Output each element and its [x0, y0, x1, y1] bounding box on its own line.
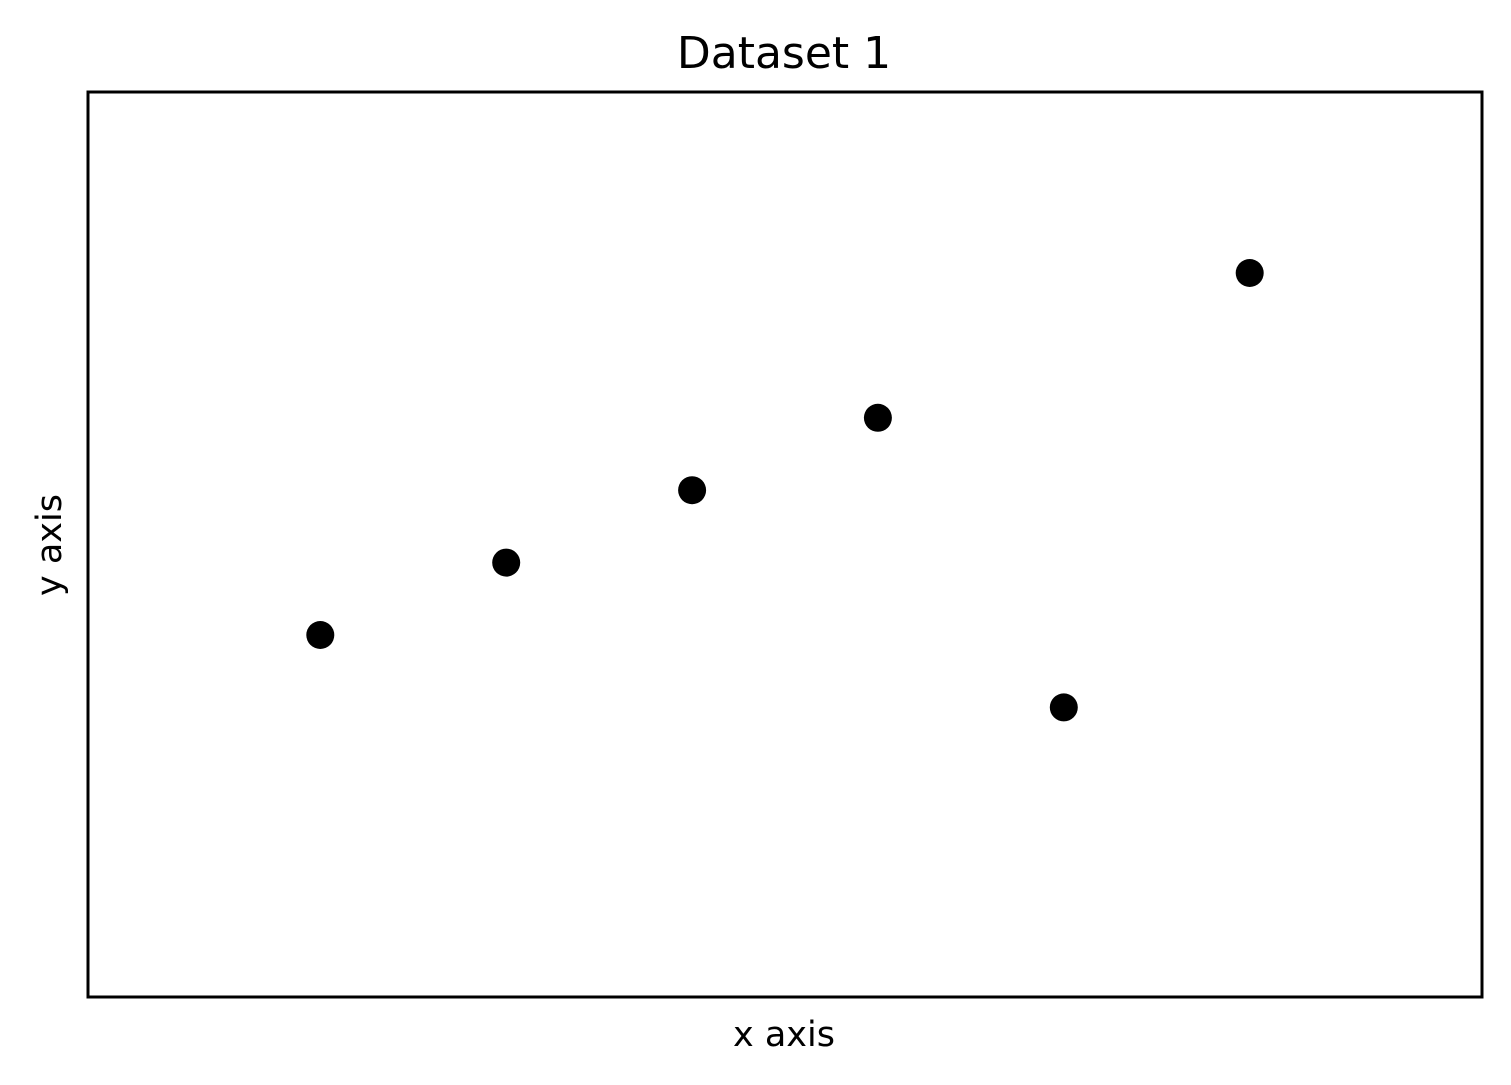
chart-title: Dataset 1 — [677, 28, 891, 79]
data-point-1 — [306, 621, 335, 649]
data-points-layer — [306, 259, 1264, 722]
plot-area-frame — [86, 90, 1484, 999]
data-point-3 — [678, 476, 707, 505]
data-point-5 — [1049, 693, 1078, 722]
data-point-6 — [1235, 259, 1264, 287]
data-point-4 — [863, 403, 892, 432]
y-axis-label: y axis — [30, 494, 70, 596]
x-axis-label: x axis — [733, 1015, 835, 1055]
data-point-2 — [492, 548, 521, 577]
